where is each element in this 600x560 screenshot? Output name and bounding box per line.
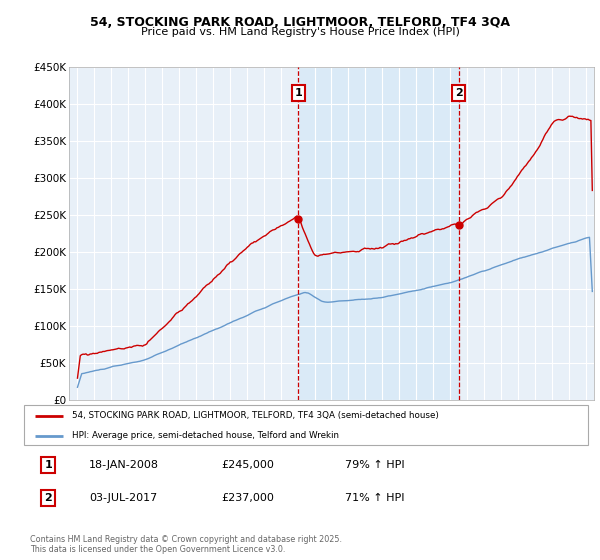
Text: 2: 2 bbox=[455, 88, 463, 98]
Text: 18-JAN-2008: 18-JAN-2008 bbox=[89, 460, 159, 470]
Text: 2: 2 bbox=[44, 493, 52, 503]
Text: £245,000: £245,000 bbox=[221, 460, 274, 470]
Text: 03-JUL-2017: 03-JUL-2017 bbox=[89, 493, 157, 503]
FancyBboxPatch shape bbox=[24, 405, 588, 445]
Text: 54, STOCKING PARK ROAD, LIGHTMOOR, TELFORD, TF4 3QA (semi-detached house): 54, STOCKING PARK ROAD, LIGHTMOOR, TELFO… bbox=[72, 411, 439, 420]
Text: Price paid vs. HM Land Registry's House Price Index (HPI): Price paid vs. HM Land Registry's House … bbox=[140, 27, 460, 37]
Text: 71% ↑ HPI: 71% ↑ HPI bbox=[346, 493, 405, 503]
Text: £237,000: £237,000 bbox=[221, 493, 274, 503]
Text: HPI: Average price, semi-detached house, Telford and Wrekin: HPI: Average price, semi-detached house,… bbox=[72, 431, 339, 440]
Text: 1: 1 bbox=[295, 88, 302, 98]
Text: 79% ↑ HPI: 79% ↑ HPI bbox=[346, 460, 405, 470]
Text: Contains HM Land Registry data © Crown copyright and database right 2025.
This d: Contains HM Land Registry data © Crown c… bbox=[30, 535, 342, 554]
Text: 1: 1 bbox=[44, 460, 52, 470]
Bar bbox=[298, 67, 458, 400]
Text: 54, STOCKING PARK ROAD, LIGHTMOOR, TELFORD, TF4 3QA: 54, STOCKING PARK ROAD, LIGHTMOOR, TELFO… bbox=[90, 16, 510, 29]
